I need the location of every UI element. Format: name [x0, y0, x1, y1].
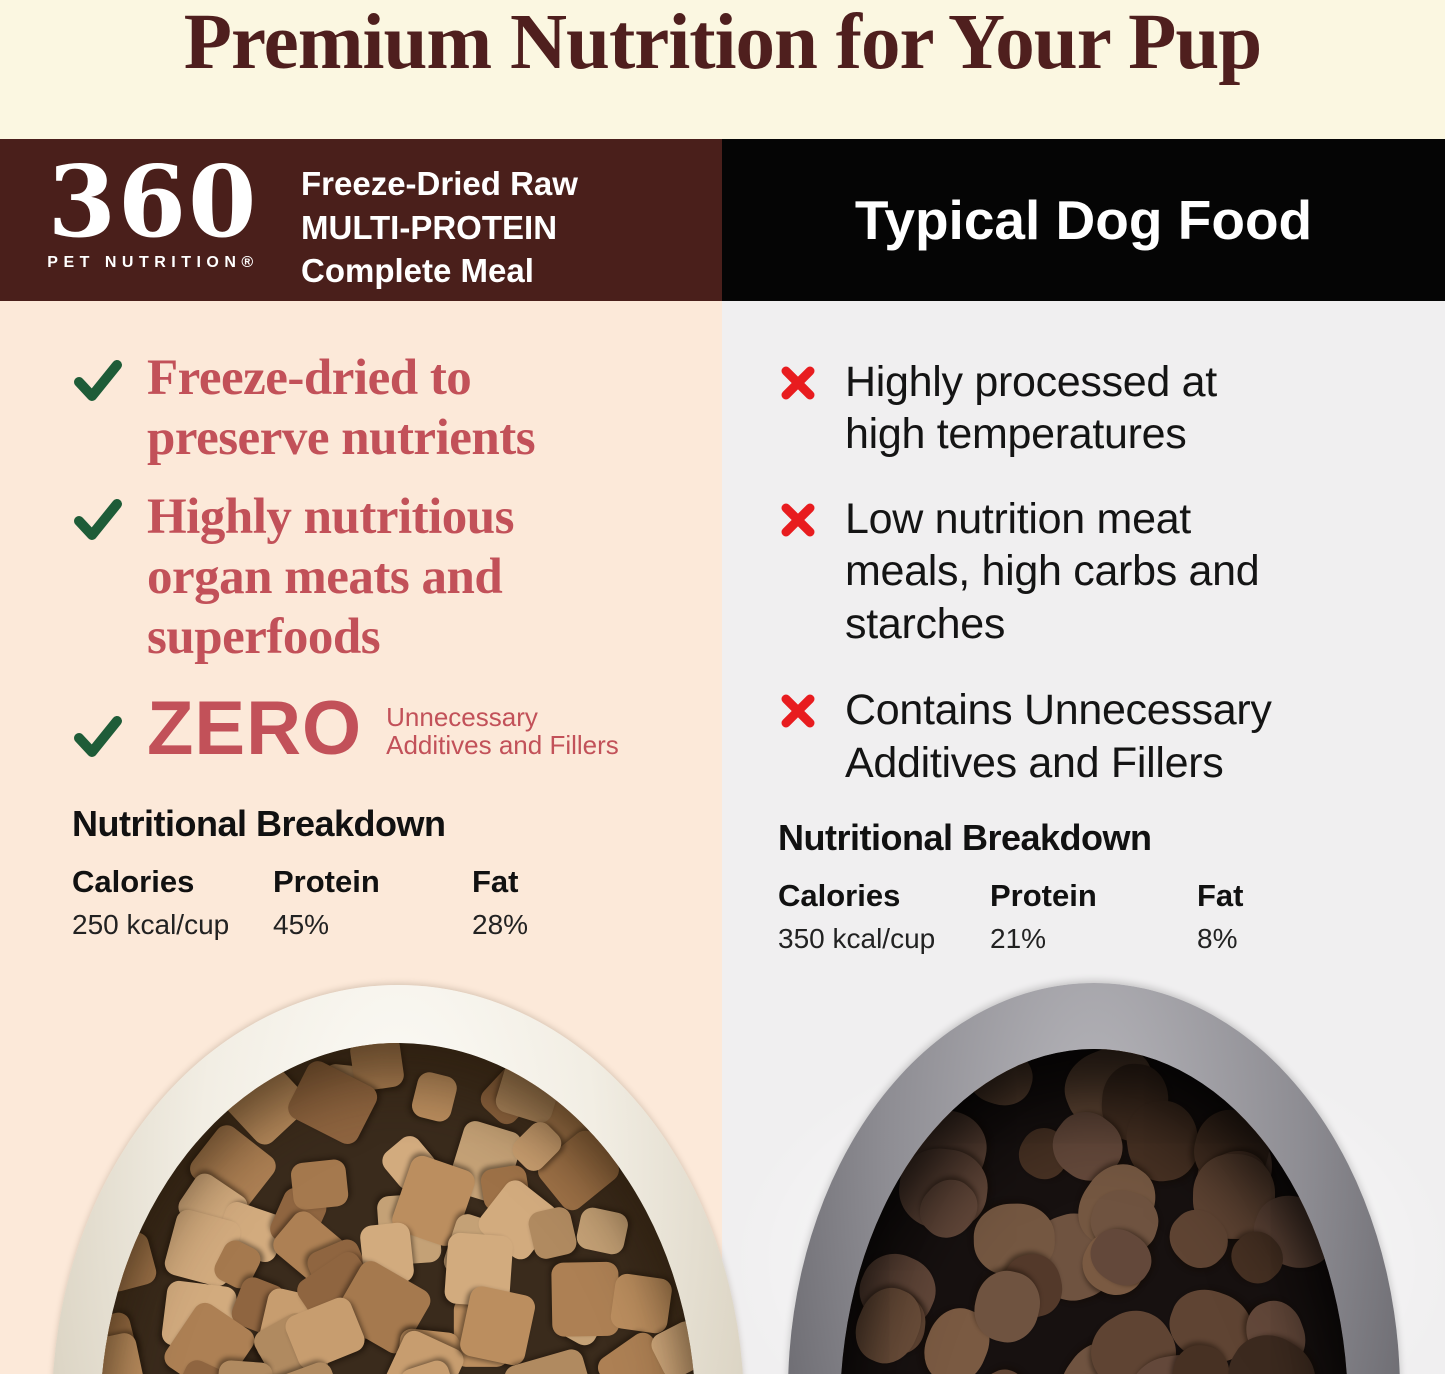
nutrition-value: 350 kcal/cup — [778, 923, 936, 955]
cross-icon — [778, 356, 845, 408]
nutrition-table: Calories 350 kcal/cup Protein 21% Fat 8% — [778, 878, 1405, 955]
benefit-item: Freeze-dried to preserve nutrients — [72, 349, 682, 468]
nutrition-column-fat: Fat 28% — [472, 864, 528, 941]
nutrition-label: Fat — [472, 864, 519, 900]
benefit-item-zero: ZERO Unnecessary Additives and Fillers — [72, 691, 682, 767]
zero-row: ZERO Unnecessary Additives and Fillers — [147, 691, 619, 767]
nutrition-table: Calories 250 kcal/cup Protein 45% Fat 28… — [72, 864, 682, 941]
nutrition-value: 250 kcal/cup — [72, 909, 230, 941]
product-name: Freeze-Dried Raw MULTI-PROTEIN Complete … — [301, 165, 578, 290]
page-title: Premium Nutrition for Your Pup — [183, 0, 1262, 86]
nutrition-label: Protein — [273, 864, 380, 900]
nutrition-label: Protein — [990, 878, 1097, 914]
nutrition-column-protein: Protein 21% — [990, 878, 1197, 955]
cross-icon — [778, 684, 845, 736]
nutrition-label: Fat — [1197, 878, 1244, 914]
nutrition-breakdown-right: Nutritional Breakdown Calories 350 kcal/… — [778, 817, 1405, 955]
nutrition-column-calories: Calories 350 kcal/cup — [778, 878, 990, 955]
drawback-item: Contains Unnecessary Additives and Fille… — [778, 684, 1405, 789]
nutrition-column-calories: Calories 250 kcal/cup — [72, 864, 273, 941]
check-icon — [72, 691, 147, 766]
nutrition-label: Calories — [72, 864, 195, 900]
typical-header-panel: Typical Dog Food — [722, 139, 1445, 301]
nutrition-value: 21% — [990, 923, 1047, 955]
raw-chunks — [100, 1043, 696, 1374]
check-icon — [72, 349, 147, 410]
benefit-text: Highly nutritious organ meats and superf… — [147, 489, 515, 665]
zero-small-text: Unnecessary Additives and Fillers — [386, 701, 619, 761]
nutrition-value: 28% — [472, 909, 529, 941]
drawback-text: Highly processed at high temperatures — [845, 358, 1217, 459]
nutrition-heading: Nutritional Breakdown — [72, 803, 446, 845]
nutrition-label: Calories — [778, 878, 901, 914]
brand-logo-name: PET NUTRITION® — [47, 253, 259, 271]
drawback-item: Low nutrition meat meals, high carbs and… — [778, 493, 1405, 650]
nutrition-column-fat: Fat 8% — [1197, 878, 1244, 955]
benefit-text: Freeze-dried to preserve nutrients — [147, 350, 536, 466]
nutrition-column-protein: Protein 45% — [273, 864, 472, 941]
drawback-item: Highly processed at high temperatures — [778, 356, 1405, 461]
nutrition-breakdown-left: Nutritional Breakdown Calories 250 kcal/… — [72, 803, 682, 941]
drawback-text: Low nutrition meat meals, high carbs and… — [845, 494, 1260, 648]
typical-header-label: Typical Dog Food — [854, 189, 1313, 251]
cross-icon — [778, 493, 845, 545]
benefit-item: Highly nutritious organ meats and superf… — [72, 488, 682, 667]
brand-logo: 360 PET NUTRITION® — [42, 153, 264, 272]
brand-header-panel: 360 PET NUTRITION® Freeze-Dried Raw MULT… — [0, 139, 722, 301]
nutrition-heading: Nutritional Breakdown — [778, 817, 1152, 859]
check-icon — [72, 488, 147, 549]
nutrition-value: 45% — [273, 909, 330, 941]
drawback-text: Contains Unnecessary Additives and Fille… — [845, 686, 1272, 787]
raw-food-bowl-photo — [52, 985, 744, 1374]
zero-big-text: ZERO — [147, 686, 363, 772]
brand-logo-number: 360 — [47, 145, 259, 260]
title-band: Premium Nutrition for Your Pup — [0, 0, 1445, 139]
nutrition-value: 8% — [1197, 923, 1238, 955]
kibble-pieces — [840, 1049, 1348, 1374]
